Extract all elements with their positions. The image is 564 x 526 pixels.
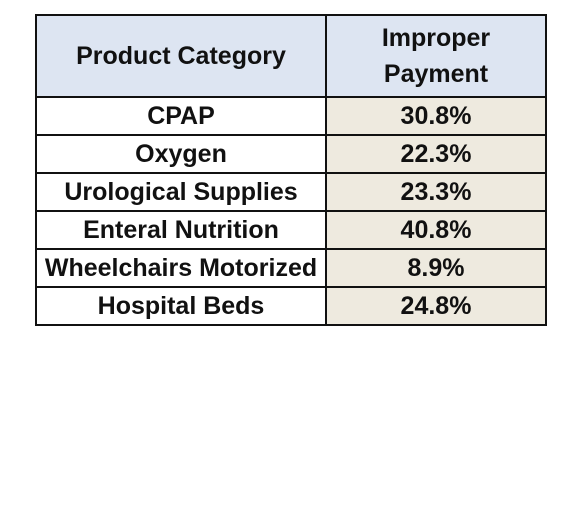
table-row: Enteral Nutrition 40.8% [35,210,547,250]
category-cell: CPAP [35,96,327,136]
table-row: Hospital Beds 24.8% [35,286,547,326]
value-cell: 30.8% [325,96,547,136]
improper-payment-table-container: Product Category Improper Payment CPAP 3… [35,14,547,326]
header-product-category: Product Category [35,14,327,98]
category-cell: Enteral Nutrition [35,210,327,250]
value-cell: 24.8% [325,286,547,326]
value-cell: 40.8% [325,210,547,250]
value-cell: 22.3% [325,134,547,174]
header-improper-payment: Improper Payment [325,14,547,98]
table-row: Urological Supplies 23.3% [35,172,547,212]
category-cell: Urological Supplies [35,172,327,212]
table-row: CPAP 30.8% [35,96,547,136]
category-cell: Oxygen [35,134,327,174]
table-row: Wheelchairs Motorized 8.9% [35,248,547,288]
improper-payment-table: Product Category Improper Payment CPAP 3… [35,14,547,326]
category-cell: Hospital Beds [35,286,327,326]
value-cell: 8.9% [325,248,547,288]
header-row: Product Category Improper Payment [35,14,547,98]
value-cell: 23.3% [325,172,547,212]
category-cell: Wheelchairs Motorized [35,248,327,288]
table-row: Oxygen 22.3% [35,134,547,174]
